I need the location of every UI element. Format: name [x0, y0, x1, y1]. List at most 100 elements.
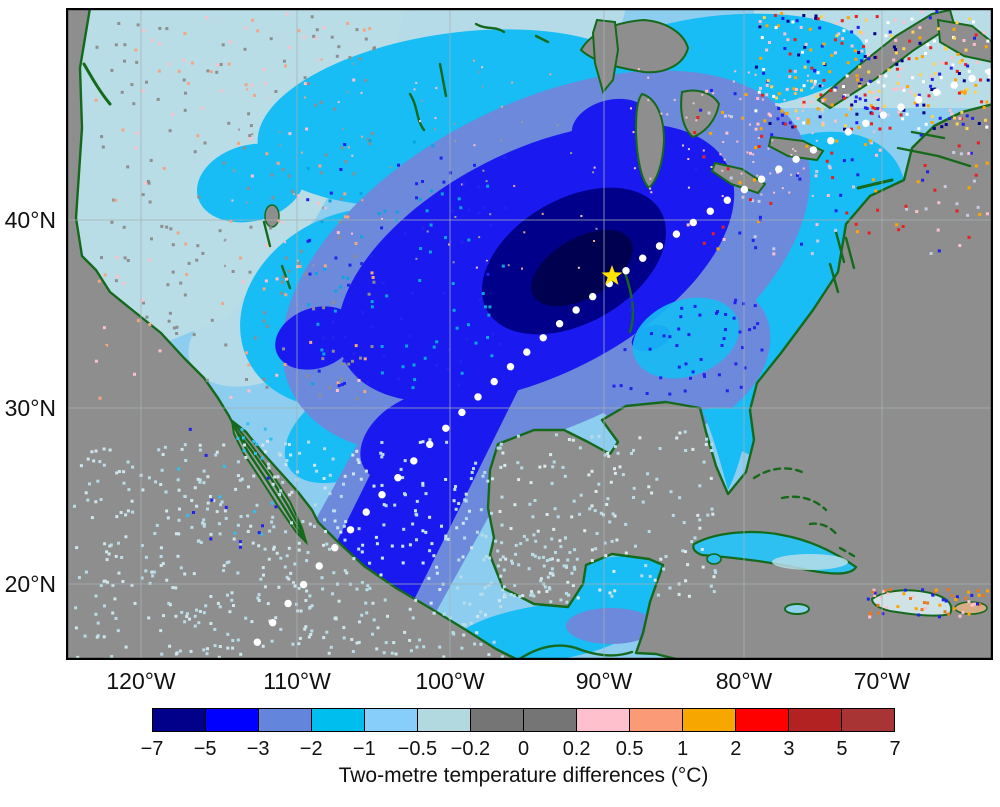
colorbar-tick-label: 1 — [677, 738, 689, 760]
colorbar-tick-label: 7 — [889, 738, 901, 760]
lon-tick-label: 80°W — [715, 668, 773, 694]
track-dot — [506, 363, 515, 371]
track-dot — [589, 292, 597, 301]
colorbar-title: Two-metre temperature differences (°C) — [338, 764, 709, 787]
colorbar-segment — [576, 709, 629, 731]
colorbar-segment — [417, 709, 470, 731]
track-dot — [655, 242, 664, 250]
track-dot — [284, 599, 292, 608]
track-dot — [950, 81, 958, 89]
lat-tick-label: 40°N — [4, 207, 56, 233]
great-salt-lake — [264, 204, 280, 228]
appalachian-lakes — [622, 268, 635, 334]
map-border — [66, 8, 993, 660]
colorbar-segment — [735, 709, 788, 731]
track-dot — [362, 508, 370, 516]
lon-tick-label: 90°W — [575, 668, 633, 694]
colorbar-tick-label: −1 — [352, 738, 376, 760]
track-dot — [410, 457, 418, 465]
lon-tick-label: 110°W — [263, 668, 331, 694]
track-dot — [809, 146, 818, 154]
lat-tick-label: 30°N — [4, 395, 56, 421]
track-dot — [639, 254, 647, 262]
colorbar-tick-label: 0.2 — [562, 738, 591, 760]
lake-huron — [680, 89, 721, 139]
eclipse-track — [238, 68, 993, 660]
track-dot — [740, 185, 749, 194]
lon-tick-label: 120°W — [106, 668, 176, 694]
track-dot — [378, 491, 386, 499]
track-dot — [775, 165, 783, 173]
track-dot — [915, 95, 923, 104]
track-dot — [844, 128, 852, 136]
central-america-coast — [516, 644, 634, 660]
colorbar-tick-label: −7 — [140, 738, 164, 760]
colorbar-segment — [311, 709, 364, 731]
track-dot — [474, 393, 482, 401]
colorbar-tick-label: −2 — [299, 738, 323, 760]
track-dot — [490, 377, 498, 386]
colorbar-tick-label: 0 — [517, 738, 530, 760]
bahamas — [752, 467, 856, 558]
track-dot — [879, 111, 887, 119]
track-dot — [394, 474, 402, 482]
speckle-noise — [73, 10, 993, 659]
colorbar-tick-label: −3 — [246, 738, 270, 760]
track-dot — [689, 218, 697, 227]
lat-tick-label: 20°N — [4, 571, 56, 597]
james-bay — [591, 18, 620, 95]
atlantic-gulf-caribbean — [488, 104, 993, 660]
lake-michigan — [634, 92, 666, 190]
track-dot — [299, 580, 308, 589]
colorbar-segment — [364, 709, 417, 731]
colorbar-segment — [153, 709, 205, 731]
track-dot — [932, 88, 941, 96]
pacific-ocean — [66, 8, 518, 660]
colorbar-segment — [523, 709, 576, 731]
track-dot — [442, 424, 450, 432]
colorbar-segment — [682, 709, 735, 731]
track-dot — [253, 638, 261, 646]
track-dot — [672, 230, 681, 238]
graticule — [66, 8, 993, 660]
track-dot — [315, 562, 323, 570]
track-dot — [555, 320, 564, 328]
florida — [702, 407, 748, 490]
lon-tick-label: 70°W — [853, 668, 911, 694]
lake-ontario — [767, 135, 825, 162]
nova-scotia — [896, 130, 972, 168]
jamaica — [784, 603, 810, 615]
colorbar-tick-label: 2 — [730, 738, 742, 760]
track-dot — [897, 103, 905, 111]
colorbar-segment — [258, 709, 311, 731]
colorbar-tick-label: −0.5 — [397, 738, 438, 760]
track-dot — [862, 119, 870, 128]
track-dot — [269, 619, 277, 627]
colorbar-segment — [205, 709, 258, 731]
track-dot — [792, 155, 800, 163]
colorbar-segment — [788, 709, 841, 731]
track-dot — [968, 74, 976, 83]
track-dot — [346, 526, 355, 534]
lon-tick-label: 100°W — [415, 668, 485, 694]
islands — [692, 407, 988, 617]
track-dot — [827, 137, 835, 145]
track-dot — [723, 196, 731, 204]
track-dot — [523, 348, 531, 356]
long-island — [856, 178, 894, 190]
st-lawrence-river — [816, 8, 956, 110]
track-dot — [426, 440, 434, 449]
track-dot — [331, 544, 339, 552]
track-dot — [539, 334, 547, 342]
colorbar-segment — [470, 709, 523, 731]
colorbar-segment — [841, 709, 894, 731]
track-dot — [458, 408, 466, 417]
northern-lakes — [262, 22, 550, 290]
track-dot — [572, 306, 580, 314]
colorbar-tick-label: −5 — [193, 738, 217, 760]
track-dot — [622, 267, 630, 275]
colorbar — [152, 708, 895, 732]
temperature-difference-map — [66, 8, 993, 660]
track-dot — [757, 175, 766, 183]
